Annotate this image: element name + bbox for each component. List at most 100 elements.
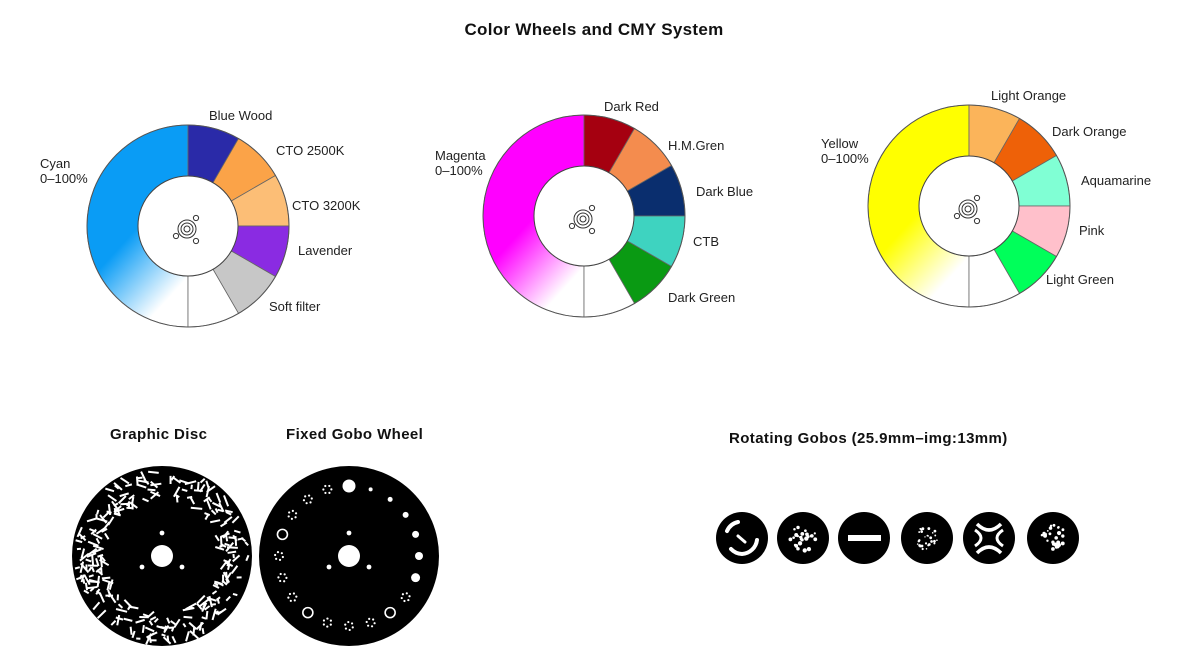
graphic-stroke xyxy=(220,521,228,528)
graphic-stroke xyxy=(113,482,123,491)
bar-gobo xyxy=(838,512,890,564)
fixed-gobo-wheel xyxy=(259,466,439,646)
filter-label: CTO 2500K xyxy=(276,143,345,158)
gobo-pattern-dot xyxy=(304,495,307,498)
gobo-pattern-dot xyxy=(400,596,403,600)
gobo-pattern-dot xyxy=(794,544,799,548)
gobo-pattern-dot xyxy=(322,619,326,622)
hub-hole xyxy=(588,227,596,235)
page-title: Color Wheels and CMY System xyxy=(464,20,724,39)
hub-ring xyxy=(579,215,587,223)
graphic-stroke xyxy=(209,597,217,602)
graphic-stroke xyxy=(87,540,99,547)
graphic-stroke xyxy=(211,590,218,595)
graphic-stroke xyxy=(79,561,85,574)
graphic-stroke xyxy=(210,509,217,516)
gobo-pattern-dot xyxy=(285,576,288,580)
graphic-stroke xyxy=(231,515,240,524)
graphic-stroke xyxy=(222,530,230,539)
gobo-pattern-dot xyxy=(275,557,278,560)
filter-label: CTO 3200K xyxy=(292,198,361,213)
dichroic-label: Magenta xyxy=(435,148,486,163)
graphic-stroke xyxy=(91,555,95,567)
graphic-stroke xyxy=(171,635,177,644)
wheel-outline xyxy=(867,104,1071,308)
gobo-pattern-dot xyxy=(920,530,924,533)
gobo-pattern-dot xyxy=(294,512,298,515)
gobo-pattern-dot xyxy=(279,579,282,583)
graphic-stroke xyxy=(88,566,93,572)
graphic-stroke xyxy=(123,599,133,609)
graphic-stroke xyxy=(227,558,232,564)
gobo-pattern-dot xyxy=(405,592,408,595)
graphic-stroke xyxy=(119,492,130,498)
gobo-dot-aperture xyxy=(402,511,409,518)
graphic-stroke xyxy=(223,516,233,524)
graphic-stroke xyxy=(224,542,230,547)
graphic-stroke xyxy=(196,594,206,605)
graphic-stroke xyxy=(213,582,219,587)
graphic-stroke xyxy=(173,618,181,629)
graphic-stroke xyxy=(150,482,162,487)
hub-ring xyxy=(961,202,975,216)
hub-hole xyxy=(973,194,981,202)
gobo-ring-aperture xyxy=(302,606,314,619)
graphic-stroke xyxy=(181,488,188,492)
star-gobo xyxy=(963,512,1015,564)
gobo-pattern-dot xyxy=(293,599,296,602)
graphic-stroke xyxy=(212,501,222,508)
gobo-pattern-dot xyxy=(283,573,286,576)
dichroic-label: Yellow xyxy=(821,136,859,151)
graphic-stroke xyxy=(144,626,155,633)
graphic-stroke xyxy=(131,630,136,639)
gobo-pattern-dot xyxy=(1049,524,1053,528)
filter-label: CTB xyxy=(693,234,719,249)
dichroic-range: 0–100% xyxy=(40,171,88,186)
graphic-stroke xyxy=(75,539,83,544)
graphic-stroke xyxy=(173,486,181,498)
graphic-stroke xyxy=(224,561,234,567)
graphic-stroke xyxy=(126,506,132,510)
graphic-stroke xyxy=(196,602,203,611)
gobo-pattern-dot xyxy=(291,509,294,512)
hub-ring xyxy=(964,205,972,213)
gobo-pattern-dot xyxy=(1046,539,1049,542)
gobo-pattern-dot xyxy=(804,529,807,533)
graphic-stroke xyxy=(244,541,249,547)
graphic-stroke xyxy=(78,533,87,542)
gobo-pattern-dot xyxy=(322,623,325,626)
gobo-pattern-dot xyxy=(288,511,291,514)
graphic-stroke xyxy=(195,621,205,630)
hub-hole xyxy=(192,237,200,245)
gobo-pattern-dot xyxy=(1051,543,1055,546)
graphic-stroke xyxy=(170,620,177,626)
graphic-stroke xyxy=(95,558,100,567)
graphic-stroke xyxy=(204,605,211,611)
filter-label: Dark Green xyxy=(668,290,735,305)
graphic-stroke xyxy=(86,552,97,558)
graphic-stroke xyxy=(214,534,220,542)
dots-gobo xyxy=(901,512,953,564)
graphic-stroke xyxy=(115,507,125,513)
graphic-stroke xyxy=(170,475,176,481)
graphic-stroke xyxy=(216,596,221,601)
graphic-stroke xyxy=(135,476,139,485)
gobo-pattern-dot xyxy=(344,627,348,630)
graphic-stroke xyxy=(92,533,103,540)
gobo-pattern-dot xyxy=(1054,536,1058,540)
graphic-stroke xyxy=(101,521,111,532)
gobo-pattern-dot xyxy=(370,625,374,628)
graphic-stroke xyxy=(91,566,95,573)
graphic-stroke xyxy=(125,500,131,507)
graphic-stroke xyxy=(148,637,152,643)
graphic-stroke xyxy=(199,598,210,607)
graphic-stroke xyxy=(232,554,241,563)
hub-ring xyxy=(573,209,593,229)
graphic-stroke xyxy=(74,566,81,570)
gobo-pattern-dot xyxy=(919,545,922,548)
gobo-pattern-dot xyxy=(1048,532,1052,536)
graphic-stroke xyxy=(166,617,171,624)
gobo-pattern-dot xyxy=(920,544,924,548)
filter-label: Lavender xyxy=(298,243,353,258)
